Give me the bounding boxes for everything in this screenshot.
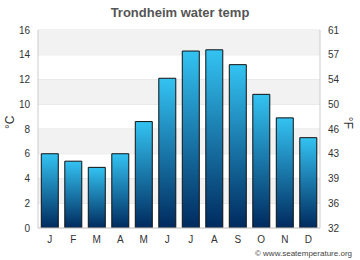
svg-text:M: M [93,234,101,245]
svg-text:54: 54 [328,74,340,85]
svg-text:M: M [140,234,148,245]
svg-text:A: A [211,234,218,245]
svg-text:D: D [305,234,312,245]
html-text:© www.seatemperature.org: © www.seatemperature.org [255,249,352,258]
svg-text:A: A [117,234,124,245]
svg-text:8: 8 [24,124,30,135]
svg-text:57: 57 [328,49,340,60]
svg-text:O: O [257,234,265,245]
svg-text:16: 16 [19,25,31,36]
html-text:Trondheim water temp: Trondheim water temp [110,5,250,20]
svg-text:46: 46 [328,124,340,135]
svg-text:0: 0 [24,223,30,234]
svg-text:J: J [47,234,52,245]
svg-text:12: 12 [19,74,31,85]
svg-text:2: 2 [24,198,30,209]
svg-text:36: 36 [328,198,340,209]
svg-text:°C: °C [8,115,17,129]
svg-text:39: 39 [328,173,340,184]
svg-text:43: 43 [328,148,340,159]
svg-text:10: 10 [19,99,31,110]
svg-text:N: N [281,234,288,245]
svg-text:S: S [234,234,241,245]
svg-text:14: 14 [19,49,31,60]
svg-text:61: 61 [328,25,340,36]
svg-text:J: J [188,234,193,245]
svg-text:°F: °F [341,117,352,129]
svg-text:50: 50 [328,99,340,110]
svg-text:F: F [70,234,76,245]
svg-text:4: 4 [24,173,30,184]
svg-text:6: 6 [24,148,30,159]
svg-text:32: 32 [328,223,340,234]
svg-text:J: J [165,234,170,245]
